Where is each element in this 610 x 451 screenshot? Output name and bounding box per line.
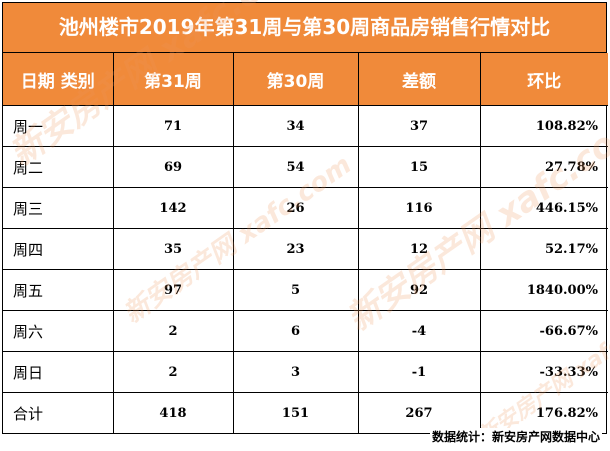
week30-cell: 6 (232, 310, 359, 352)
table-row-wed: 周三 142 26 116 446.15% (3, 187, 608, 229)
column-header-ratio: 环比 (479, 53, 608, 106)
table-body: 周一 71 34 37 108.82% 周二 69 54 15 27.78% 周三 142 26 116 4… (3, 105, 608, 433)
difference-cell: -1 (357, 351, 481, 393)
difference-cell: 15 (357, 146, 481, 188)
difference-cell: 116 (357, 187, 481, 229)
difference-cell: 267 (357, 392, 481, 433)
day-cell: 周五 (3, 269, 114, 311)
difference-cell: -4 (357, 310, 481, 352)
table-row-thu: 周四 35 23 12 52.17% (3, 228, 608, 270)
difference-cell: 12 (357, 228, 481, 270)
table-row-total: 合计 418 151 267 176.82% (3, 392, 608, 433)
ratio-cell: 52.17% (479, 228, 608, 270)
week31-cell: 35 (112, 228, 234, 270)
table-row-mon: 周一 71 34 37 108.82% (3, 105, 608, 147)
column-header-week30: 第30周 (232, 53, 359, 106)
table-row-sun: 周日 2 3 -1 -33.33% (3, 351, 608, 393)
ratio-cell: -33.33% (479, 351, 608, 393)
week31-cell: 2 (112, 351, 234, 393)
day-cell: 周四 (3, 228, 114, 270)
ratio-cell: 108.82% (479, 105, 608, 147)
ratio-cell: -66.67% (479, 310, 608, 352)
week30-cell: 3 (232, 351, 359, 393)
day-cell: 合计 (3, 392, 114, 433)
ratio-cell: 446.15% (479, 187, 608, 229)
sales-table-sheet: 池州楼市2019年第31周与第30周商品房销售行情对比 日期 类别 第31周 第… (2, 2, 608, 434)
column-header-date-category: 日期 类别 (3, 53, 114, 106)
ratio-cell: 27.78% (479, 146, 608, 188)
week31-cell: 2 (112, 310, 234, 352)
day-cell: 周二 (3, 146, 114, 188)
sales-comparison-table: 日期 类别 第31周 第30周 差额 环比 周一 71 34 37 108.82% 周二 6… (3, 53, 608, 433)
table-header-row: 日期 类别 第31周 第30周 差额 环比 (3, 53, 608, 106)
week30-cell: 5 (232, 269, 359, 311)
week30-cell: 54 (232, 146, 359, 188)
week30-cell: 34 (232, 105, 359, 147)
day-cell: 周六 (3, 310, 114, 352)
difference-cell: 92 (357, 269, 481, 311)
day-cell: 周三 (3, 187, 114, 229)
table-row-sat: 周六 2 6 -4 -66.67% (3, 310, 608, 352)
week31-cell: 418 (112, 392, 234, 433)
week30-cell: 26 (232, 187, 359, 229)
week30-cell: 23 (232, 228, 359, 270)
week31-cell: 97 (112, 269, 234, 311)
day-cell: 周一 (3, 105, 114, 147)
data-source-note: 数据统计：新安房产网数据中心 (429, 428, 602, 445)
ratio-cell: 176.82% (479, 392, 608, 433)
week31-cell: 142 (112, 187, 234, 229)
table-row-tue: 周二 69 54 15 27.78% (3, 146, 608, 188)
difference-cell: 37 (357, 105, 481, 147)
week30-cell: 151 (232, 392, 359, 433)
table-row-fri: 周五 97 5 92 1840.00% (3, 269, 608, 311)
column-header-week31: 第31周 (112, 53, 234, 106)
day-cell: 周日 (3, 351, 114, 393)
ratio-cell: 1840.00% (479, 269, 608, 311)
column-header-difference: 差额 (357, 53, 481, 106)
table-title: 池州楼市2019年第31周与第30周商品房销售行情对比 (3, 3, 606, 53)
week31-cell: 71 (112, 105, 234, 147)
week31-cell: 69 (112, 146, 234, 188)
